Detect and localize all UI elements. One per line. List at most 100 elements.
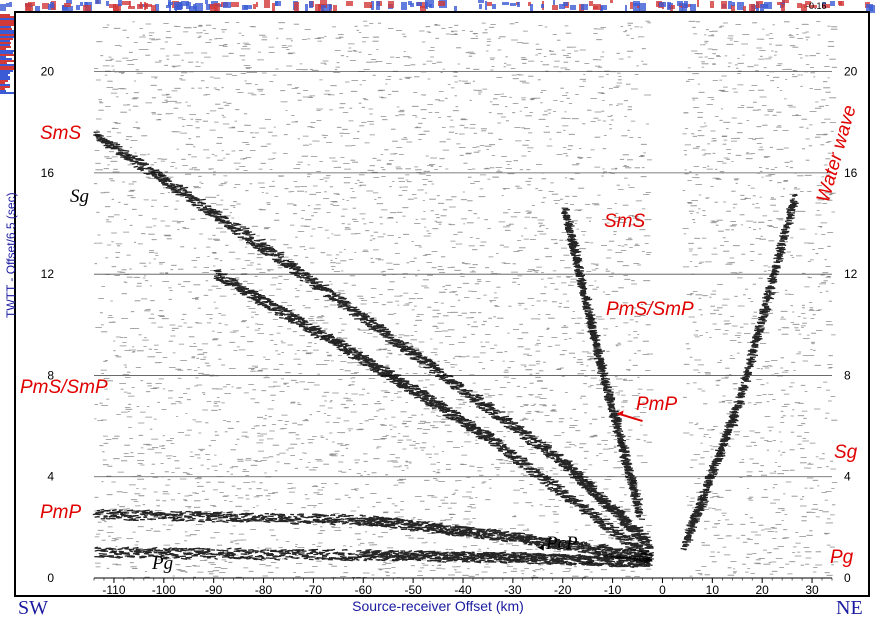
y-tick-label-left: 0 (47, 571, 54, 585)
strip-segment (0, 84, 10, 86)
strip-segment (487, 2, 492, 6)
strip-segment (62, 5, 70, 13)
strip-segment (510, 3, 516, 6)
strip-segment (95, 0, 101, 4)
event-sms (561, 207, 646, 521)
strip-segment (106, 1, 109, 6)
x-tick-label: -30 (504, 583, 522, 595)
strip-segment (144, 4, 152, 7)
strip-segment (541, 4, 544, 8)
y-tick-label-right: 16 (844, 166, 858, 180)
strip-segment (0, 16, 16, 18)
strip-segment (76, 5, 80, 10)
strip-segment (319, 5, 321, 9)
strip-segment (137, 4, 143, 9)
strip-segment (264, 0, 270, 8)
colorbar-label: -0.16 (806, 1, 827, 11)
strip-segment (429, 4, 432, 8)
strip-segment (485, 1, 487, 10)
strip-segment (253, 4, 256, 9)
strip-segment (0, 40, 10, 42)
x-tick-label: 30 (805, 583, 819, 595)
strip-segment (64, 3, 71, 7)
strip-segment (122, 1, 130, 5)
strip-segment (478, 0, 484, 3)
strip-segment (581, 4, 588, 10)
strip-segment (502, 2, 509, 5)
strip-segment (633, 3, 640, 11)
y-tick-label-left: 8 (47, 368, 54, 382)
strip-segment (589, 1, 593, 6)
strip-segment (425, 2, 428, 9)
label-sg-left: Sg (70, 186, 89, 207)
strip-segment (0, 50, 17, 52)
strip-segment (83, 5, 91, 12)
event-pms-smp (213, 269, 654, 562)
strip-segment (625, 5, 627, 11)
y-tick-label-left: 12 (41, 267, 55, 281)
strip-segment (321, 5, 326, 13)
strip-segment (677, 1, 683, 6)
strip-segment (35, 6, 40, 14)
side-strip (0, 14, 20, 94)
compass-sw: SW (18, 597, 48, 619)
pcp-arrow-head (537, 544, 544, 551)
strip-segment (0, 86, 10, 88)
strip-segment (822, 4, 830, 8)
x-tick-label: -10 (604, 583, 622, 595)
strip-segment (166, 5, 171, 8)
strip-segment (559, 4, 565, 9)
strip-segment (0, 90, 6, 92)
strip-segment (830, 1, 835, 6)
x-tick-label: -110 (102, 583, 125, 595)
strip-segment (50, 2, 54, 8)
strip-segment (0, 4, 6, 11)
strip-segment (0, 32, 15, 34)
strip-segment (0, 46, 11, 48)
label-pg-left: Pg (152, 553, 174, 574)
label-pmp-mid: PmP (636, 394, 678, 415)
strip-segment (682, 3, 687, 11)
compass-ne: NE (836, 597, 863, 619)
strip-segment (420, 2, 425, 8)
strip-segment (563, 2, 568, 6)
strip-segment (168, 0, 171, 6)
x-tick-label: -50 (404, 583, 422, 595)
strip-segment (731, 5, 735, 11)
strip-segment (0, 92, 14, 94)
pmp-arrow-head (617, 410, 624, 416)
x-tick-label: 0 (659, 583, 666, 595)
strip-segment (169, 6, 171, 13)
strip-segment (670, 5, 673, 13)
strip-segment (697, 0, 699, 7)
strip-segment (752, 5, 759, 9)
strip-segment (454, 6, 457, 14)
strip-segment (346, 1, 353, 6)
strip-segment (410, 3, 414, 7)
x-tick-label: 20 (756, 583, 770, 595)
strip-segment (600, 5, 607, 10)
label-pcp: PcP (546, 533, 578, 554)
strip-segment (431, 0, 434, 8)
strip-segment (0, 56, 6, 58)
strip-segment (195, 3, 203, 11)
y-tick-label-right: 4 (844, 470, 851, 484)
strip-segment (866, 4, 873, 11)
strip-segment (0, 34, 15, 36)
y-tick-label-left: 4 (47, 470, 54, 484)
label-sms-mid: SmS (604, 211, 646, 232)
strip-segment (0, 68, 15, 70)
strip-segment (0, 72, 10, 74)
event-pg (94, 546, 653, 569)
strip-segment (593, 4, 601, 10)
strip-segment (0, 52, 13, 54)
label-pmp-left: PmP (40, 502, 82, 523)
strip-segment (756, 1, 763, 8)
strip-segment (0, 30, 16, 32)
strip-segment (637, 5, 640, 8)
strip-segment (144, 2, 146, 10)
strip-segment (329, 5, 332, 9)
event-pmp (92, 508, 655, 564)
chart-frame: -110 -100 -90 -80 -70 -60 -50 -40 -30 -20 -10 0 10 20… (14, 11, 870, 597)
strip-segment (128, 6, 135, 9)
